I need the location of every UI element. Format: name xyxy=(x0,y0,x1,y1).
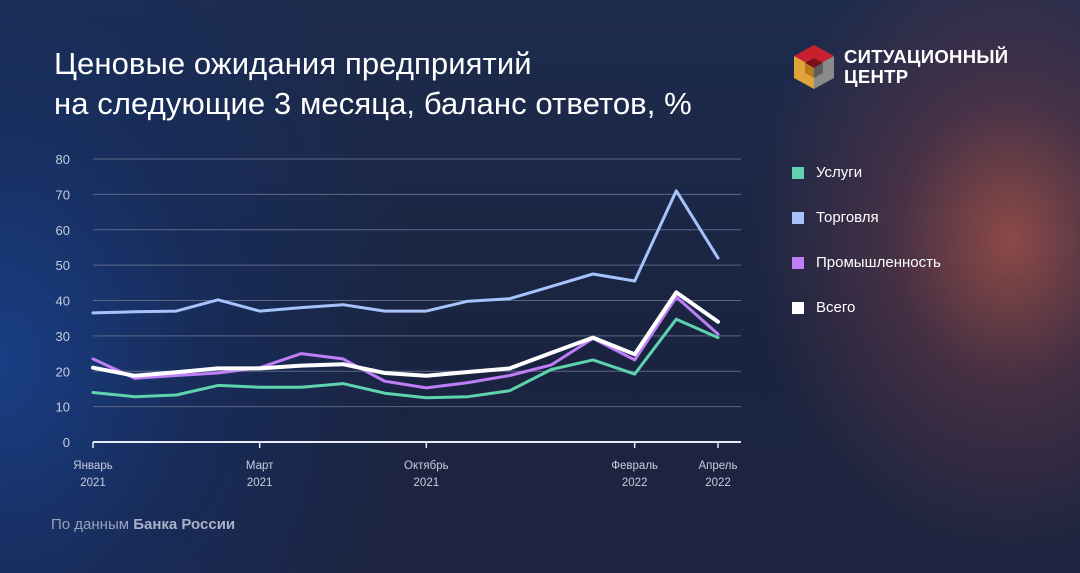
legend-swatch xyxy=(792,211,804,224)
title-line-2: на следующие 3 месяца, баланс ответов, % xyxy=(54,86,692,121)
x-tick-year: 2021 xyxy=(414,477,440,489)
y-tick-label: 10 xyxy=(56,400,70,415)
legend-swatch xyxy=(792,301,804,314)
series-line-3 xyxy=(91,295,720,390)
chart-title: Ценовые ожидания предприятий на следующи… xyxy=(54,44,692,124)
y-tick-label: 60 xyxy=(56,223,70,238)
legend-label: Всего xyxy=(816,299,856,316)
source-name: Банка России xyxy=(133,516,236,533)
legend-label: Услуги xyxy=(816,164,863,181)
legend-item: Услуги xyxy=(792,150,941,195)
chart-legend: Услуги Торговля Промышленность Всего xyxy=(792,150,941,330)
x-tick-label: Октябрь xyxy=(404,460,449,472)
cube-logo-icon xyxy=(794,45,834,89)
logo-wordmark: СИТУАЦИОННЫЙ ЦЕНТР xyxy=(844,47,1008,87)
x-tick-label: Март xyxy=(246,460,274,472)
logo-line-2: ЦЕНТР xyxy=(844,66,909,87)
x-tick-label: Январь xyxy=(73,460,112,472)
y-tick-label: 40 xyxy=(56,294,70,309)
x-tick-label: Апрель xyxy=(698,460,737,472)
x-tick-year: 2022 xyxy=(622,477,648,489)
y-tick-label: 70 xyxy=(56,187,70,202)
x-tick-label: Февраль xyxy=(611,460,658,472)
situation-center-logo: СИТУАЦИОННЫЙ ЦЕНТР xyxy=(792,43,1008,91)
x-tick-year: 2022 xyxy=(705,477,731,489)
y-tick-label: 20 xyxy=(56,364,70,379)
source-prefix: По данным xyxy=(51,516,130,533)
series-line-1 xyxy=(91,317,720,400)
x-tick-year: 2021 xyxy=(247,477,273,489)
legend-label: Промышленность xyxy=(816,254,941,271)
logo-line-1: СИТУАЦИОННЫЙ xyxy=(844,46,1009,67)
y-tick-label: 30 xyxy=(56,329,70,344)
legend-swatch xyxy=(792,256,804,269)
y-tick-label: 80 xyxy=(56,152,70,167)
x-tick-year: 2021 xyxy=(80,477,106,489)
legend-label: Торговля xyxy=(816,209,879,226)
title-line-1: Ценовые ожидания предприятий xyxy=(54,46,532,81)
legend-swatch xyxy=(792,166,804,179)
legend-item: Промышленность xyxy=(792,240,941,285)
y-tick-label: 50 xyxy=(56,258,70,273)
y-tick-label: 0 xyxy=(63,435,70,450)
source-note: По данным Банка России xyxy=(51,516,235,533)
legend-item: Всего xyxy=(792,285,941,330)
series-line-4 xyxy=(91,290,720,378)
series-line-2 xyxy=(91,189,720,315)
legend-item: Торговля xyxy=(792,195,941,240)
